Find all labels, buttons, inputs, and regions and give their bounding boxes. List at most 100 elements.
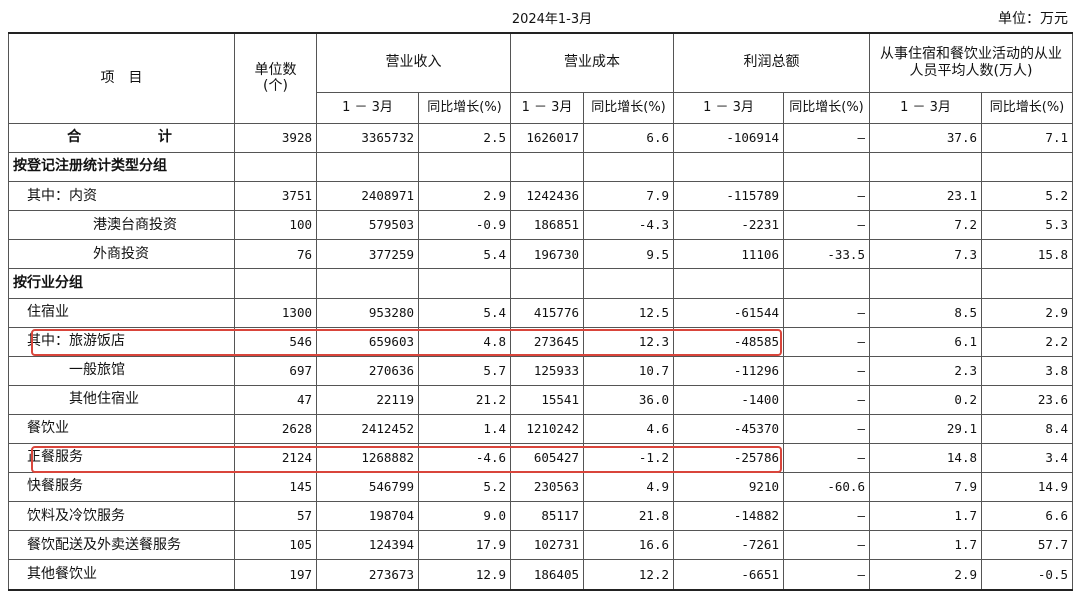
cell-revenue-period: 2412452 (316, 413, 419, 445)
cell-profit-period: -115789 (673, 181, 784, 212)
cell-profit-yoy: — (783, 384, 870, 415)
row-foreign: 外商投资 76 377259 5.4 196730 9.5 11106 -33.5 7.3 15.… (8, 239, 1073, 270)
cell-employees-period: 29.1 (869, 413, 982, 445)
cell-profit-period (673, 152, 784, 183)
cell-revenue-yoy: -0.9 (418, 210, 511, 241)
row-label: 正餐服务 (8, 443, 235, 474)
cell-employees-yoy: 2.2 (981, 326, 1073, 357)
cell-revenue-yoy: 17.9 (418, 530, 511, 561)
header-units-line2: (个) (263, 77, 288, 94)
cell-units: 2628 (234, 413, 317, 445)
cell-revenue-yoy (418, 268, 511, 299)
cell-cost-yoy: 21.8 (583, 501, 674, 532)
cell-profit-yoy: — (783, 530, 870, 561)
cell-employees-yoy: 15.8 (981, 239, 1073, 270)
cell-employees-period: 37.6 (869, 122, 982, 154)
cell-cost-yoy (583, 152, 674, 183)
cell-cost-period: 186405 (510, 559, 584, 591)
cell-cost-period (510, 268, 584, 299)
cell-revenue-period: 953280 (316, 297, 419, 328)
cell-profit-period: -61544 (673, 297, 784, 328)
header-cost-yoy: 同比增长(%) (583, 92, 674, 124)
cell-profit-yoy: — (783, 122, 870, 154)
cell-profit-period: -25786 (673, 443, 784, 474)
cell-employees-yoy (981, 152, 1073, 183)
header-revenue: 营业收入 (316, 32, 511, 93)
cell-units: 697 (234, 355, 317, 386)
row-formal-dining: 正餐服务 2124 1268882 -4.6 605427 -1.2 -25786—14.8… (8, 443, 1073, 474)
cell-profit-yoy: — (783, 355, 870, 386)
row-other-accommodation: 其他住宿业 47 22119 21.2 15541 36.0 -1400—0.2 23.6 (8, 384, 1073, 415)
cell-units: 197 (234, 559, 317, 591)
unit-label: 单位：万元 (998, 11, 1068, 27)
cell-employees-yoy: 2.9 (981, 297, 1073, 328)
cell-cost-period: 605427 (510, 443, 584, 474)
cell-cost-yoy: 4.9 (583, 472, 674, 503)
cell-profit-yoy (783, 268, 870, 299)
cell-profit-period: -14882 (673, 501, 784, 532)
row-label: 其中：内资 (8, 181, 235, 212)
row-label: 饮料及冷饮服务 (8, 501, 235, 532)
cell-revenue-period: 198704 (316, 501, 419, 532)
cell-cost-period: 102731 (510, 530, 584, 561)
cell-revenue-yoy: 5.4 (418, 297, 511, 328)
cell-profit-yoy: — (783, 297, 870, 328)
cell-revenue-period: 1268882 (316, 443, 419, 474)
cell-employees-period: 23.1 (869, 181, 982, 212)
cell-revenue-yoy: -4.6 (418, 443, 511, 474)
cell-profit-yoy: — (783, 181, 870, 212)
row-label: 餐饮业 (8, 413, 235, 445)
row-catering: 餐饮业 2628 2412452 1.4 1210242 4.6 -45370—29.1 8.… (8, 413, 1073, 445)
cell-employees-period: 7.3 (869, 239, 982, 270)
cell-units: 105 (234, 530, 317, 561)
header-employees: 从事住宿和餐饮业活动的从业人员平均人数(万人) (869, 32, 1073, 93)
header-units: 单位数 (个) (234, 32, 317, 124)
cell-revenue-yoy: 12.9 (418, 559, 511, 591)
cell-profit-yoy: — (783, 501, 870, 532)
cell-revenue-yoy: 21.2 (418, 384, 511, 415)
cell-employees-period (869, 152, 982, 183)
cell-employees-period: 1.7 (869, 501, 982, 532)
row-label: 其中：旅游饭店 (8, 326, 235, 357)
cell-cost-yoy: 12.5 (583, 297, 674, 328)
cell-cost-period: 196730 (510, 239, 584, 270)
cell-revenue-period: 270636 (316, 355, 419, 386)
cell-employees-period: 2.9 (869, 559, 982, 591)
cell-cost-yoy: 12.2 (583, 559, 674, 591)
cell-profit-period: -48585 (673, 326, 784, 357)
row-label: 餐饮配送及外卖送餐服务 (8, 530, 235, 561)
cell-employees-period (869, 268, 982, 299)
cell-employees-yoy: -0.5 (981, 559, 1073, 591)
cell-employees-period: 8.5 (869, 297, 982, 328)
cell-employees-period: 0.2 (869, 384, 982, 415)
header-profit-period: 1 － 3月 (673, 92, 784, 124)
cell-profit-period: -7261 (673, 530, 784, 561)
report-period: 2024年1-3月 (511, 12, 593, 27)
cell-units (234, 152, 317, 183)
cell-revenue-period: 3365732 (316, 122, 419, 154)
row-accommodation: 住宿业 1300 953280 5.4 415776 12.5 -61544—8.5 2.9 (8, 297, 1073, 328)
cell-profit-yoy: — (783, 559, 870, 591)
cell-cost-yoy (583, 268, 674, 299)
cell-employees-period: 7.9 (869, 472, 982, 503)
cell-profit-yoy: — (783, 443, 870, 474)
cell-units: 57 (234, 501, 317, 532)
cell-revenue-period: 2408971 (316, 181, 419, 212)
row-other-catering: 其他餐饮业 197 273673 12.9 186405 12.2 -6651—2.9 -0.… (8, 559, 1073, 591)
cell-profit-yoy: -33.5 (783, 239, 870, 270)
row-domestic: 其中：内资 3751 2408971 2.9 1242436 7.9 -115789—23.… (8, 181, 1073, 212)
header-units-line1: 单位数 (254, 62, 297, 79)
cell-profit-yoy: — (783, 210, 870, 241)
cell-profit-period (673, 268, 784, 299)
cell-cost-period (510, 152, 584, 183)
cell-employees-yoy: 57.7 (981, 530, 1073, 561)
header-item: 项 目 (8, 32, 235, 124)
cell-revenue-yoy: 9.0 (418, 501, 511, 532)
cell-units: 145 (234, 472, 317, 503)
cell-revenue-period: 124394 (316, 530, 419, 561)
cell-cost-period: 230563 (510, 472, 584, 503)
cell-cost-yoy: 7.9 (583, 181, 674, 212)
cell-revenue-period (316, 268, 419, 299)
cell-profit-period: -2231 (673, 210, 784, 241)
cell-cost-yoy: -4.3 (583, 210, 674, 241)
